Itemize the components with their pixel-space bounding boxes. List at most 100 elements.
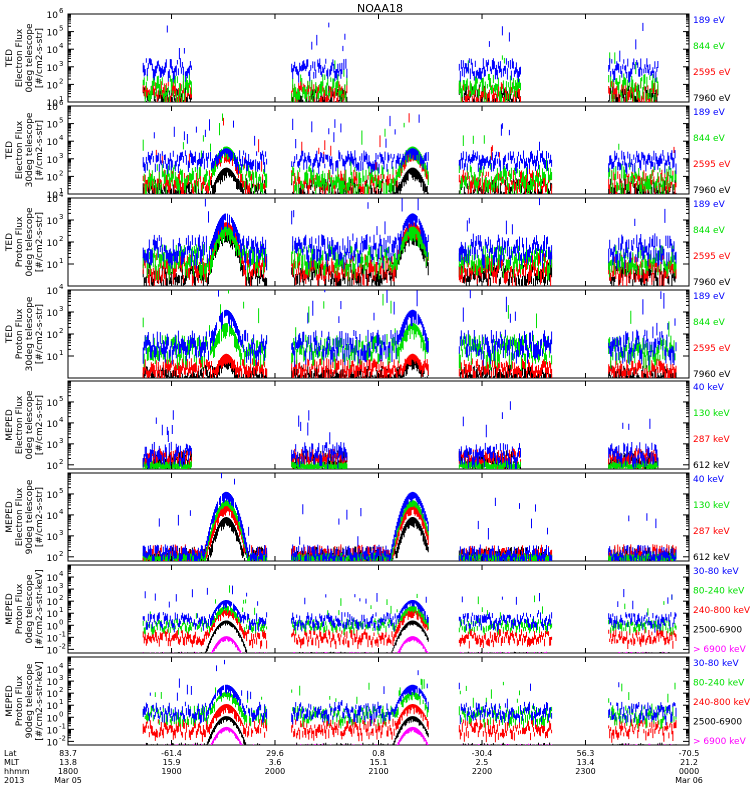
- y-axis-label-line: [#/cm2-s-str]: [35, 487, 45, 547]
- x-tick-value: 29.6: [266, 749, 284, 758]
- y-tick-label: 10: [47, 441, 59, 451]
- x-tick-value: 0000: [679, 767, 699, 776]
- legend-entry: 844 eV: [693, 226, 726, 236]
- series-189-ev: [142, 290, 677, 367]
- y-tick-label: 10: [47, 726, 59, 736]
- x-tick-value: 13.8: [59, 758, 77, 767]
- series-7960-ev: [142, 84, 659, 102]
- y-tick-exponent: 4: [59, 570, 64, 578]
- y-tick-exponent: 1: [59, 257, 63, 265]
- series-189-ev: [142, 22, 659, 83]
- series-2500-6900: [142, 716, 677, 745]
- y-axis-label-line: 0deg telescope: [25, 574, 35, 644]
- y-axis-label-line: Proton Flux: [15, 216, 25, 267]
- x-tick-value: 15.1: [370, 758, 388, 767]
- legend-entry: 2595 eV: [693, 160, 731, 170]
- legend-entry: 130 keV: [693, 501, 730, 511]
- y-tick-label: 10: [47, 353, 59, 363]
- y-axis-label-line: [#/cm2-s-str]: [35, 120, 45, 180]
- y-axis-label-line: 30deg telescope: [25, 296, 35, 371]
- legend-entry: 189 eV: [693, 16, 726, 26]
- x-tick-value: 1800: [58, 767, 78, 776]
- y-tick-label: 10: [47, 399, 59, 409]
- series-30-80-kev: [142, 659, 677, 726]
- x-tick-value: 2000: [265, 767, 285, 776]
- y-tick-label: 10: [47, 103, 59, 113]
- y-axis-label-line: [#/cm2-s-str-keV]: [35, 569, 45, 648]
- legend-entry: 2500-6900: [693, 626, 742, 636]
- legend-entry: 80-240 keV: [693, 587, 745, 597]
- y-tick-exponent: 3: [59, 674, 63, 682]
- x-tick-value: 0.8: [372, 749, 385, 758]
- legend-entry: 240-800 keV: [693, 606, 750, 616]
- y-axis-label-line: Electron Flux: [15, 487, 25, 546]
- legend-entry: 844 eV: [693, 318, 726, 328]
- y-tick-label: 10: [47, 11, 59, 21]
- y-axis-label-line: Electron Flux: [15, 28, 25, 87]
- y-tick-label: 10: [47, 666, 59, 676]
- y-tick-exponent: 2: [59, 327, 63, 335]
- y-tick-label: 10: [47, 574, 59, 584]
- series-612-kev: [142, 517, 677, 561]
- series-40-kev: [142, 401, 659, 469]
- x-row-label: hhmm: [4, 767, 30, 776]
- legend-entry: 189 eV: [693, 200, 726, 210]
- y-tick-label: 10: [47, 99, 59, 109]
- y-tick-label: 10: [47, 634, 59, 644]
- y-tick-label: 10: [47, 598, 59, 608]
- y-tick-exponent: 4: [59, 134, 64, 142]
- legend-entry: 2500-6900: [693, 718, 742, 728]
- y-tick-label: 10: [47, 287, 59, 297]
- legend-entry: 2595 eV: [693, 252, 731, 262]
- y-tick-exponent: 2: [59, 235, 63, 243]
- series-2500-6900: [142, 620, 670, 653]
- legend-entry: 844 eV: [693, 42, 726, 52]
- y-tick-exponent: 3: [59, 60, 63, 68]
- y-tick-exponent: 3: [59, 305, 63, 313]
- x-tick-value: 83.7: [59, 749, 77, 758]
- y-tick-label: 10: [47, 261, 59, 271]
- y-tick-label: 10: [47, 702, 59, 712]
- y-tick-exponent: 6: [59, 99, 64, 107]
- y-tick-label: 10: [47, 586, 59, 596]
- y-tick-exponent: 2: [59, 594, 63, 602]
- x-row-label: MLT: [4, 758, 19, 767]
- y-axis-label-line: Proton Flux: [15, 583, 25, 634]
- y-tick-label: 10: [47, 46, 59, 56]
- y-tick-label: 10: [47, 195, 59, 205]
- y-tick-label: 10: [47, 738, 59, 748]
- series-612-kev: [142, 450, 659, 469]
- y-tick-exponent: 3: [59, 437, 63, 445]
- y-tick-label: 10: [47, 217, 59, 227]
- y-axis-label-line: 0deg telescope: [25, 207, 35, 277]
- x-tick-value: 2100: [368, 767, 388, 776]
- y-tick-label: 10: [47, 138, 59, 148]
- y-axis-label-line: MEPED: [5, 409, 15, 441]
- y-tick-label: 10: [47, 121, 59, 131]
- x-tick-value: Mar 05: [54, 776, 82, 785]
- legend-entry: 844 eV: [693, 134, 726, 144]
- series-7960-ev: [142, 231, 677, 286]
- y-tick-exponent: 3: [59, 582, 63, 590]
- x-tick-value: 2.5: [476, 758, 489, 767]
- y-tick-label: 10: [47, 512, 59, 522]
- series-189-ev: [142, 198, 677, 271]
- series--6900-kev: [142, 636, 670, 653]
- legend-entry: 40 keV: [693, 383, 725, 393]
- y-axis-label-line: 0deg telescope: [25, 23, 35, 93]
- legend-entry: 287 keV: [693, 435, 730, 445]
- y-tick-exponent: 0: [59, 618, 63, 626]
- plot-title: NOAA18: [357, 2, 403, 15]
- y-tick-exponent: 1: [59, 187, 63, 195]
- series-844-ev: [142, 226, 677, 282]
- x-tick-value: 3.6: [269, 758, 282, 767]
- y-tick-exponent: 4: [59, 662, 64, 670]
- y-axis-label-line: 90deg telescope: [25, 663, 35, 738]
- y-tick-label: 10: [47, 173, 59, 183]
- y-tick-label: 10: [47, 309, 59, 319]
- y-axis-label-line: [#/cm2-s-str]: [35, 395, 45, 455]
- y-tick-label: 10: [47, 29, 59, 39]
